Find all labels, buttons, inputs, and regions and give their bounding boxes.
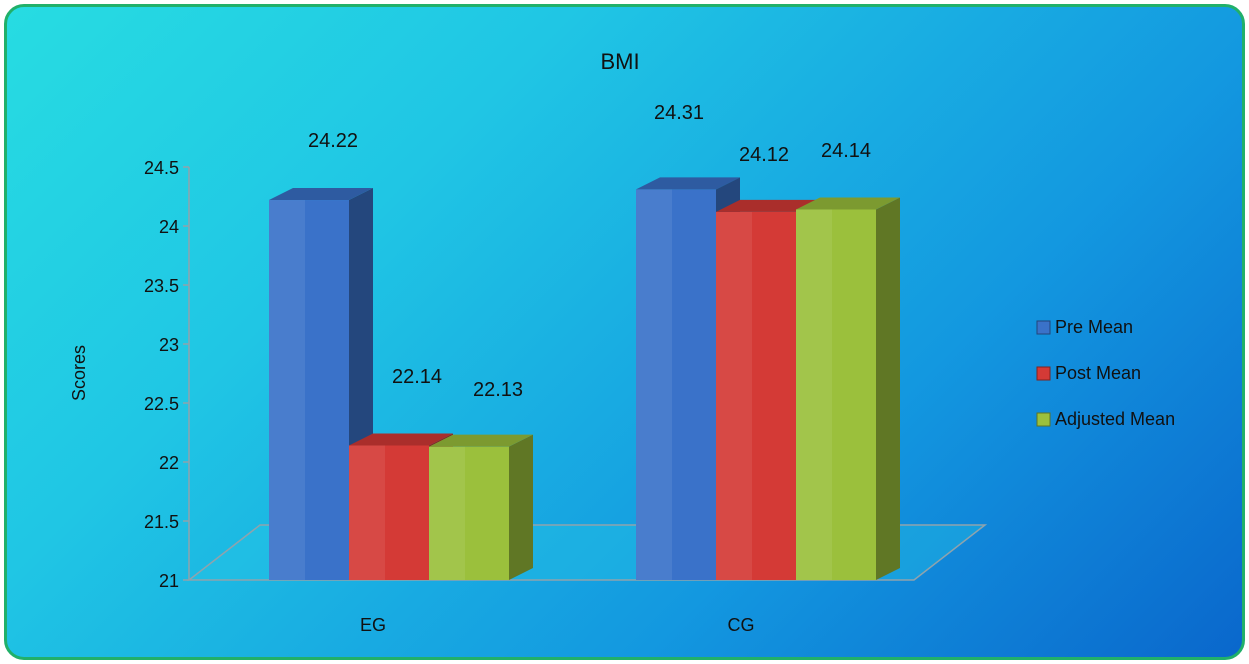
bar-side — [509, 434, 533, 580]
bar-top — [796, 197, 900, 210]
bar-top — [349, 433, 453, 446]
legend-label: Pre Mean — [1055, 317, 1133, 337]
y-tick-label: 24.5 — [144, 158, 179, 178]
legend-label: Adjusted Mean — [1055, 409, 1175, 429]
bar-top — [716, 199, 820, 212]
legend-item: Pre Mean — [1036, 317, 1133, 337]
bar-highlight — [429, 446, 465, 580]
y-tick-label: 22 — [159, 453, 179, 473]
bar-front — [429, 446, 509, 580]
bar-highlight — [796, 209, 832, 581]
bar-adjusted-mean-cg — [796, 197, 900, 581]
chart-title: BMI — [600, 49, 639, 74]
bmi-chart: BMI Scores 21 21.5 22 22.5 23 23.5 24 24.5 24.22… — [69, 49, 1175, 635]
bar-highlight — [269, 200, 305, 581]
bar-adjusted-mean-eg — [429, 434, 533, 580]
y-tick-label: 22.5 — [144, 394, 179, 414]
data-label: 22.14 — [392, 366, 442, 388]
bar-highlight — [349, 445, 385, 580]
legend-item: Post Mean — [1036, 363, 1141, 383]
bar-front — [269, 200, 349, 581]
y-tick-label: 21.5 — [144, 512, 179, 532]
bar-front — [716, 211, 796, 580]
bar-front — [796, 209, 876, 581]
y-tick-label: 23.5 — [144, 276, 179, 296]
data-label: 24.12 — [739, 144, 789, 166]
plot-area: 21 21.5 22 22.5 23 23.5 24 24.5 24.22 24.31 22.14 2… — [144, 102, 988, 635]
x-category-label: CG — [728, 615, 755, 635]
chart-frame: BMI Scores 21 21.5 22 22.5 23 23.5 24 24.5 24.22… — [4, 4, 1245, 660]
legend-swatch — [1036, 412, 1051, 427]
legend-swatch — [1036, 320, 1051, 335]
data-label: 24.14 — [821, 140, 871, 162]
y-axis-title: Scores — [69, 345, 89, 401]
bar-top — [636, 177, 740, 190]
y-tick-label: 21 — [159, 571, 179, 591]
bar-side — [876, 197, 900, 581]
data-label: 22.13 — [473, 379, 523, 401]
bar-front — [636, 189, 716, 581]
legend-item: Adjusted Mean — [1036, 409, 1175, 429]
data-label: 24.22 — [308, 130, 358, 152]
legend-swatch — [1036, 366, 1051, 381]
y-tick-label: 23 — [159, 335, 179, 355]
y-tick-label: 24 — [159, 217, 179, 237]
bar-front — [349, 445, 429, 580]
bar-top — [429, 434, 533, 447]
bar-highlight — [636, 189, 672, 581]
bar-highlight — [716, 211, 752, 580]
bar-top — [269, 188, 373, 201]
legend: Pre Mean Post Mean Adjusted Mean — [1036, 317, 1175, 429]
x-category-label: EG — [360, 615, 386, 635]
legend-label: Post Mean — [1055, 363, 1141, 383]
data-label: 24.31 — [654, 102, 704, 124]
